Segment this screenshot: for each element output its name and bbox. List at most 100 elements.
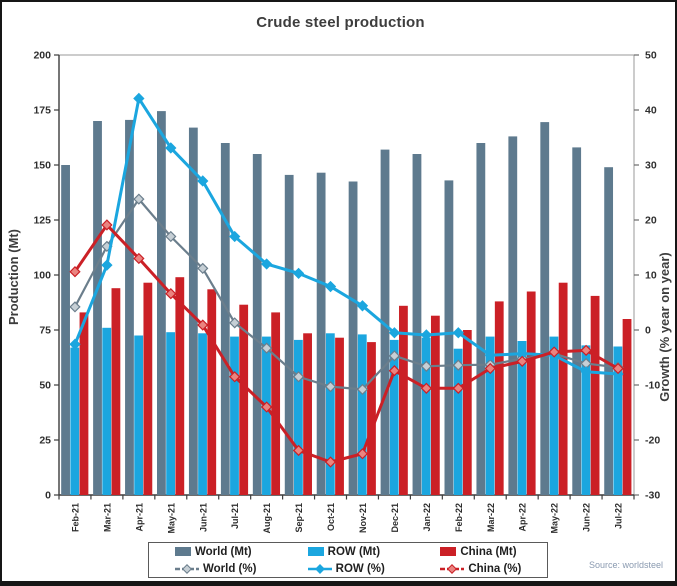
marker-china- [484, 362, 496, 375]
marker-row- [324, 280, 337, 293]
bar-world-mt- [508, 136, 518, 495]
marker-row- [292, 267, 305, 280]
legend-item-row-pct: ROW (%) [282, 563, 415, 575]
right-tick-label: 40 [645, 105, 657, 117]
marker-row- [197, 175, 209, 187]
row-mt-swatch-icon [307, 547, 324, 556]
marker-world- [324, 380, 337, 393]
marker-china- [388, 365, 401, 377]
marker-china- [229, 371, 241, 383]
bar-row-mt- [357, 334, 367, 495]
world-pct-line-icon [175, 563, 199, 574]
marker-china- [133, 252, 145, 265]
x-category-label: Jan-22 [422, 503, 432, 532]
bar-row-mt- [293, 339, 303, 495]
marker-world- [356, 383, 369, 396]
x-category-label: Sep-21 [294, 503, 304, 533]
left-tick-label: 125 [33, 215, 51, 227]
left-tick-label: 25 [39, 435, 51, 447]
bar-china-mt- [622, 319, 632, 495]
bar-row-mt- [198, 333, 207, 495]
marker-china- [548, 346, 560, 358]
marker-china- [356, 448, 369, 460]
x-category-label: Nov-21 [358, 503, 368, 533]
right-tick-label: 30 [645, 160, 657, 172]
x-category-label: Feb-21 [70, 503, 80, 532]
x-category-label: Aug-21 [262, 503, 272, 534]
bar-world-mt- [380, 149, 390, 495]
legend-item-china-mt: China (Mt) [414, 546, 547, 558]
marker-world- [292, 371, 305, 383]
bar-world-mt- [220, 143, 230, 495]
marker-china- [101, 219, 113, 231]
chart-title: Crude steel production [256, 14, 425, 31]
marker-world- [133, 193, 145, 205]
x-category-label: Jul-21 [230, 503, 240, 529]
marker-china- [260, 401, 273, 413]
china-mt-swatch-icon [440, 547, 457, 556]
marker-row- [420, 329, 433, 341]
legend-item-world-mt: World (Mt) [149, 546, 282, 558]
left-tick-label: 200 [33, 50, 51, 62]
bar-world-mt- [348, 181, 358, 495]
bar-china-mt- [303, 333, 312, 495]
bar-china-mt- [367, 342, 376, 495]
bar-row-mt- [517, 341, 527, 495]
marker-world- [165, 230, 177, 243]
bar-world-mt- [61, 165, 70, 495]
marker-world- [69, 301, 81, 313]
bar-china-mt- [430, 315, 440, 495]
bar-row-mt- [102, 327, 112, 495]
bar-china-mt- [335, 337, 344, 495]
x-category-label: Oct-21 [326, 503, 336, 531]
x-category-label: Mar-21 [102, 503, 112, 532]
marker-china- [452, 382, 464, 394]
marker-row- [516, 347, 528, 360]
legend-item-world-pct: World (%) [149, 563, 282, 575]
right-tick-label: 10 [645, 270, 657, 282]
left-tick-label: 50 [39, 380, 51, 392]
world-mt-swatch-icon [175, 547, 191, 556]
line-row- [73, 96, 619, 376]
legend-label: World (%) [203, 562, 257, 575]
marker-china- [69, 266, 81, 278]
marker-world- [420, 360, 433, 372]
marker-china- [197, 319, 209, 331]
x-category-label: Dec-21 [390, 503, 400, 533]
plot-canvas: 0 25 50 75 100 125 150 175 200 -30 -20 -10 0 10 20 30 40… [33, 50, 660, 534]
marker-world- [388, 350, 401, 362]
bar-world-mt- [157, 111, 166, 495]
bar-world-mt- [604, 167, 614, 495]
right-tick-label: -20 [645, 435, 660, 447]
bar-china-mt- [175, 277, 185, 495]
right-tick-label: 0 [645, 325, 651, 337]
bar-china-mt- [239, 304, 249, 495]
bar-row-mt- [230, 336, 239, 495]
bar-world-mt- [125, 119, 134, 496]
x-category-label: Jun-21 [198, 503, 208, 532]
bar-china-mt- [558, 282, 568, 495]
marker-china- [580, 344, 592, 357]
legend-item-row-mt: ROW (Mt) [282, 546, 415, 558]
x-category-label: May-22 [550, 503, 560, 534]
marker-china- [292, 444, 305, 457]
bar-world-mt- [284, 174, 294, 495]
legend-label: ROW (Mt) [327, 545, 381, 558]
marker-world- [260, 342, 273, 354]
left-tick-label: 75 [39, 325, 51, 337]
bar-row-mt- [581, 345, 591, 495]
marker-world- [452, 359, 464, 371]
bar-world-mt- [93, 121, 102, 495]
x-category-label: Feb-22 [454, 503, 464, 532]
bar-world-mt- [476, 143, 486, 495]
marker-world- [229, 317, 241, 329]
right-tick-label: -10 [645, 380, 660, 392]
bar-row-mt- [613, 346, 623, 495]
line-world- [73, 198, 619, 391]
bar-world-mt- [412, 154, 422, 495]
marker-world- [580, 357, 592, 370]
bar-china-mt- [590, 295, 600, 495]
bar-row-mt- [325, 333, 335, 495]
marker-china- [324, 456, 337, 468]
marker-china- [516, 355, 528, 368]
